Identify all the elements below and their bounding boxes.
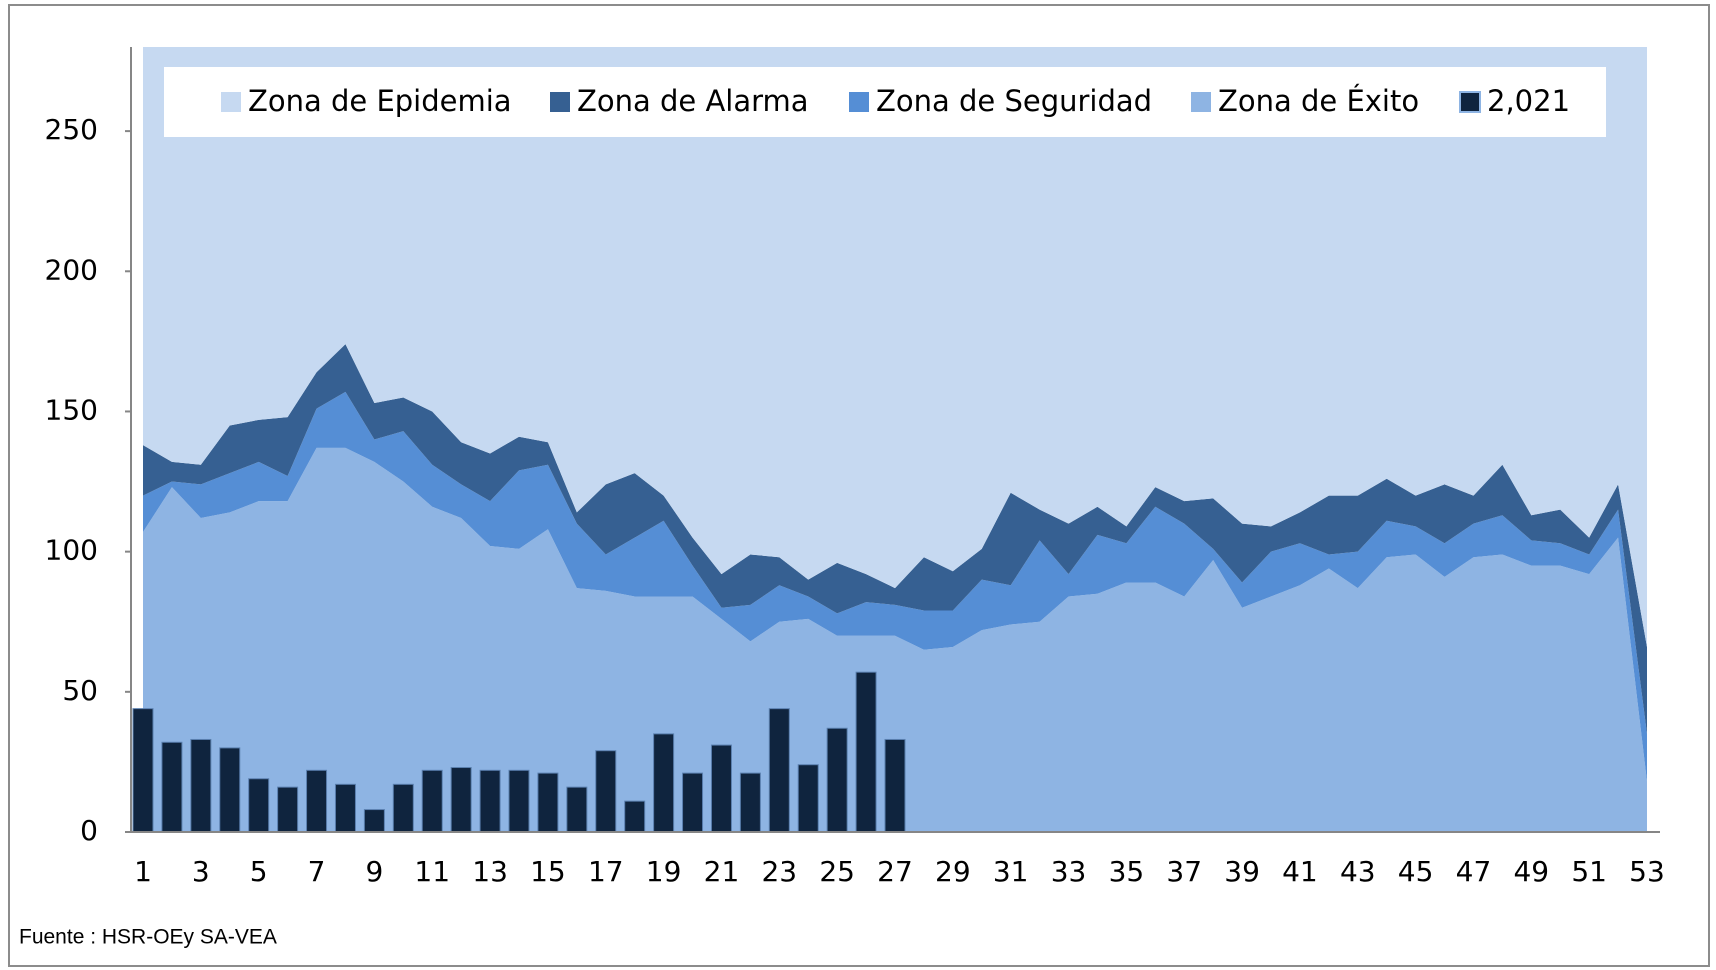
bar xyxy=(421,769,443,833)
legend-swatch xyxy=(221,92,241,112)
bar xyxy=(306,769,328,833)
bar xyxy=(479,769,501,833)
bar xyxy=(219,747,241,833)
legend-swatch xyxy=(1459,91,1481,113)
x-tick-label: 45 xyxy=(1398,855,1434,888)
y-tick-label: 250 xyxy=(45,113,98,146)
x-tick-label: 41 xyxy=(1282,855,1318,888)
x-tick-label: 39 xyxy=(1224,855,1260,888)
x-tick-label: 53 xyxy=(1629,855,1665,888)
bar xyxy=(710,744,732,833)
bar xyxy=(190,738,212,833)
legend-swatch xyxy=(550,92,570,112)
area xyxy=(143,391,1647,782)
area xyxy=(143,447,1647,832)
legend-label: Zona de Seguridad xyxy=(876,84,1152,118)
bar xyxy=(797,764,819,833)
y-tick-label: 100 xyxy=(45,534,98,567)
bar xyxy=(392,783,414,833)
legend xyxy=(164,67,1606,137)
legend-items: Zona de Epidemia Zona de Alarma Zona de Se… xyxy=(221,84,1570,118)
bar xyxy=(624,800,646,833)
bar xyxy=(826,727,848,833)
x-tick-label: 5 xyxy=(250,855,268,888)
x-tick-label: 1 xyxy=(134,855,152,888)
x-tick-label: 7 xyxy=(308,855,326,888)
bar xyxy=(739,772,761,833)
x-tick-label: 37 xyxy=(1166,855,1202,888)
x-tick-label: 13 xyxy=(472,855,508,888)
bar xyxy=(334,783,356,833)
legend-label: Zona de Éxito xyxy=(1218,84,1419,118)
bar xyxy=(132,708,154,833)
x-tick-label: 9 xyxy=(365,855,383,888)
bar xyxy=(277,786,299,833)
source-note: Fuente : HSR-OEy SA-VEA xyxy=(19,926,277,949)
x-tick-label: 33 xyxy=(1051,855,1087,888)
x-tick-label: 27 xyxy=(877,855,913,888)
x-tick-label: 49 xyxy=(1513,855,1549,888)
bar xyxy=(566,786,588,833)
bar xyxy=(768,708,790,833)
y-tick-label: 0 xyxy=(80,814,98,847)
legend-label: 2,021 xyxy=(1487,84,1570,118)
x-tick-label: 31 xyxy=(993,855,1029,888)
bar xyxy=(653,733,675,833)
x-tick-label: 15 xyxy=(530,855,566,888)
bar xyxy=(595,750,617,833)
x-tick-label: 21 xyxy=(704,855,740,888)
bar xyxy=(248,778,270,833)
x-tick-label: 29 xyxy=(935,855,971,888)
x-tick-label: 19 xyxy=(646,855,682,888)
x-tick-label: 11 xyxy=(414,855,450,888)
x-tick-label: 17 xyxy=(588,855,624,888)
bar xyxy=(855,671,877,833)
x-tick-label: 3 xyxy=(192,855,210,888)
x-tick-label: 23 xyxy=(761,855,797,888)
bar xyxy=(363,809,385,833)
legend-label: Zona de Alarma xyxy=(577,84,809,118)
x-tick-label: 35 xyxy=(1109,855,1145,888)
x-tick-label: 47 xyxy=(1456,855,1492,888)
bar xyxy=(508,769,530,833)
area xyxy=(143,47,1647,647)
bar xyxy=(884,738,906,833)
x-tick-label: 43 xyxy=(1340,855,1376,888)
y-tick-label: 200 xyxy=(45,253,98,286)
bar xyxy=(450,767,472,833)
bar xyxy=(537,772,559,833)
y-tick-label: 50 xyxy=(62,674,98,707)
x-tick-label: 25 xyxy=(819,855,855,888)
plot-area xyxy=(130,47,1660,833)
legend-swatch xyxy=(1191,92,1211,112)
legend-swatch xyxy=(849,92,869,112)
area xyxy=(143,344,1647,734)
bar xyxy=(682,772,704,833)
bar xyxy=(161,741,183,833)
y-tick-label: 150 xyxy=(45,393,98,426)
legend-label: Zona de Epidemia xyxy=(248,84,512,118)
x-tick-label: 51 xyxy=(1571,855,1607,888)
